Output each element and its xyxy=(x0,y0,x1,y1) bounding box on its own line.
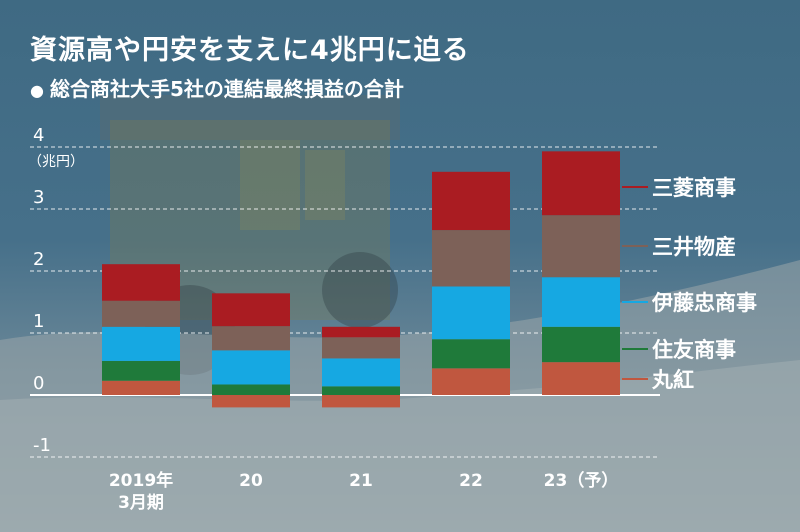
bar-segment xyxy=(432,368,510,395)
y-tick-label: 4 xyxy=(33,125,44,146)
bar-segment xyxy=(432,286,510,340)
legend-label: 伊藤忠商事 xyxy=(651,291,757,315)
legend-label: 三井物産 xyxy=(652,235,736,259)
subtitle-text: 総合商社大手5社の連結最終損益の合計 xyxy=(49,77,404,101)
bar-segment xyxy=(542,277,620,327)
x-tick-label: 21 xyxy=(349,471,373,491)
y-tick-label: 2 xyxy=(33,249,44,270)
y-unit-label: （兆円） xyxy=(28,154,84,170)
bar-segment xyxy=(542,151,620,216)
y-tick-label: 0 xyxy=(33,373,44,394)
bar-segment xyxy=(542,326,620,363)
chart-subtitle: ● 総合商社大手5社の連結最終損益の合計 xyxy=(30,73,404,102)
legend: 丸紅 住友商事 伊藤忠商事 三井物産 三菱商事 xyxy=(622,176,757,392)
bar-segment xyxy=(212,293,290,327)
x-tick-label: 22 xyxy=(459,471,483,491)
legend-label: 丸紅 xyxy=(651,368,694,392)
bar-segment xyxy=(102,380,180,395)
bar-segment xyxy=(322,326,400,338)
bar-segment xyxy=(102,360,180,381)
bar-segment xyxy=(212,326,290,351)
bar-segment xyxy=(322,337,400,359)
bar-segment xyxy=(322,358,400,387)
bar-segment xyxy=(432,230,510,287)
x-tick-label: 20 xyxy=(239,471,263,491)
bar-segment xyxy=(322,395,400,408)
chart-title: 資源高や円安を支えに4兆円に迫る xyxy=(30,35,470,66)
y-tick-label: -1 xyxy=(33,435,51,456)
x-tick-label: 23（予） xyxy=(544,470,619,491)
bar-segment xyxy=(322,386,400,395)
bar-segment xyxy=(432,339,510,369)
legend-label: 三菱商事 xyxy=(652,176,736,200)
bar-segment xyxy=(432,171,510,231)
y-axis: 4 3 2 1 0 -1 （兆円） xyxy=(28,125,84,456)
bar-segment xyxy=(102,300,180,327)
bars xyxy=(102,151,620,408)
x-tick-label: 2019年 3月期 xyxy=(109,470,173,513)
bar-segment xyxy=(542,215,620,278)
bar-segment xyxy=(102,326,180,361)
legend-label: 住友商事 xyxy=(652,338,736,362)
bullet-icon: ● xyxy=(30,81,44,100)
bar-segment xyxy=(102,264,180,301)
bar-segment xyxy=(542,362,620,395)
bar-segment xyxy=(212,350,290,385)
bar-segment xyxy=(212,384,290,395)
bar-segment xyxy=(212,395,290,408)
y-tick-label: 3 xyxy=(33,187,44,208)
y-tick-label: 1 xyxy=(33,311,44,332)
x-axis: 2019年 3月期 20 21 22 23（予） xyxy=(109,470,619,513)
